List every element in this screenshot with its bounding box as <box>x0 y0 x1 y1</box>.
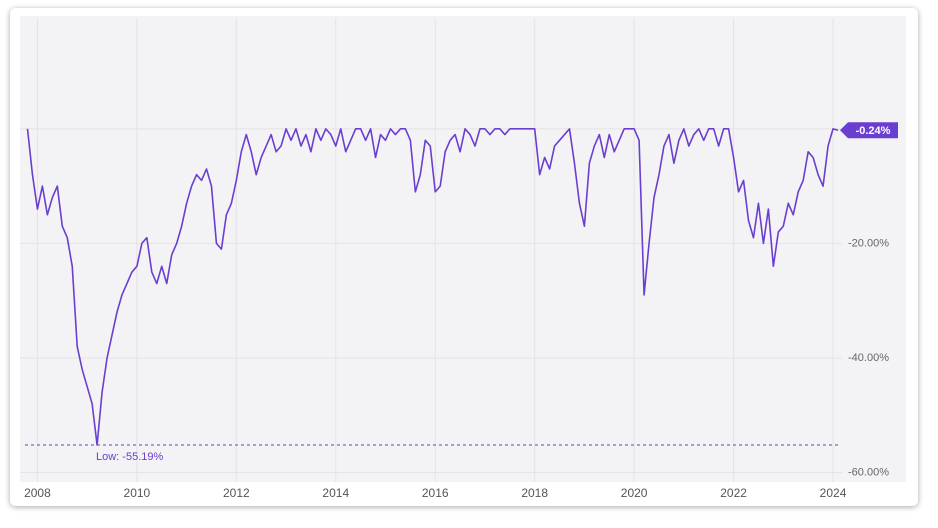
plot-background <box>20 16 906 482</box>
x-tick-label: 2016 <box>422 486 449 500</box>
x-tick-label: 2024 <box>820 486 847 500</box>
x-tick-label: 2022 <box>720 486 747 500</box>
low-label: Low: -55.19% <box>96 451 163 463</box>
x-tick-label: 2010 <box>124 486 151 500</box>
x-tick-label: 2008 <box>24 486 51 500</box>
drawdown-line <box>26 128 839 446</box>
x-tick-label: 2012 <box>223 486 250 500</box>
y-tick-label: -40.00% <box>848 352 889 364</box>
x-tick-label: 2020 <box>621 486 648 500</box>
x-tick-label: 2018 <box>521 486 548 500</box>
y-tick-label: -60.00% <box>848 466 889 478</box>
last-value-label: -0.24% <box>856 125 891 137</box>
x-tick-label: 2014 <box>322 486 349 500</box>
y-tick-label: -20.00% <box>848 237 889 249</box>
last-value-badge <box>840 122 898 139</box>
